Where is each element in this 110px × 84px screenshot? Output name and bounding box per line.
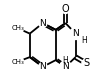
Circle shape [39,63,47,71]
Text: O: O [62,4,69,14]
Text: CH₃: CH₃ [11,25,24,31]
Circle shape [70,28,82,39]
Circle shape [60,61,71,73]
Text: H: H [63,56,68,65]
Text: N: N [39,19,46,28]
Circle shape [61,4,70,13]
Circle shape [39,19,47,27]
Text: N: N [39,62,46,71]
Text: CH₃: CH₃ [11,59,24,65]
Circle shape [82,59,91,68]
Text: S: S [83,58,90,68]
Circle shape [12,22,24,34]
Text: N: N [72,29,79,38]
Text: N: N [62,62,69,71]
Circle shape [12,56,24,68]
Text: H: H [81,36,87,45]
